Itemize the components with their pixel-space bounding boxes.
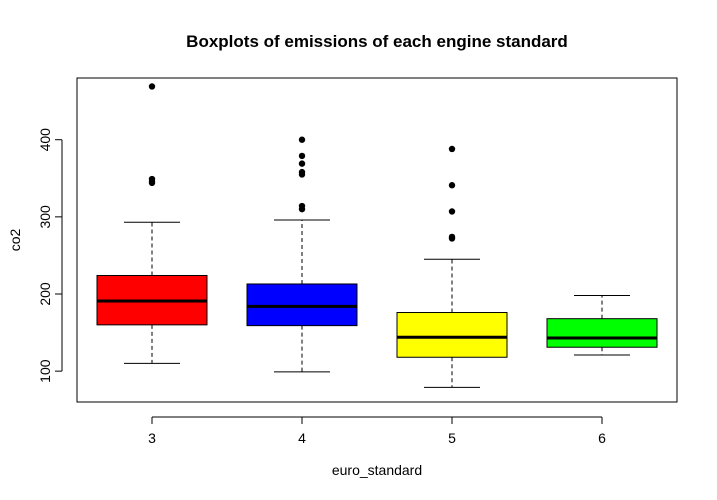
box-group-3 xyxy=(96,83,208,364)
x-tick-label: 5 xyxy=(448,430,456,446)
boxes-layer xyxy=(96,83,658,388)
box-iqr xyxy=(246,283,358,327)
y-axis-label: co2 xyxy=(7,229,23,252)
box-group-4 xyxy=(246,136,358,373)
outlier-point xyxy=(448,145,456,153)
chart-title: Boxplots of emissions of each engine sta… xyxy=(186,32,568,51)
y-tick-label: 200 xyxy=(37,282,53,306)
box-iqr xyxy=(396,312,508,358)
outlier-point xyxy=(298,160,306,167)
box-group-6 xyxy=(546,295,658,356)
y-axis: 100 200 300 400 xyxy=(37,128,63,383)
outlier-point xyxy=(148,83,156,90)
outlier-point xyxy=(448,182,456,189)
outlier-point xyxy=(298,168,306,176)
y-tick-label: 100 xyxy=(37,359,53,383)
outlier-point xyxy=(448,208,456,215)
y-tick-label: 400 xyxy=(37,128,53,152)
outlier-point xyxy=(298,202,306,210)
x-axis: 3 4 5 6 xyxy=(148,416,606,446)
box-iqr xyxy=(546,318,658,348)
outlier-point xyxy=(148,175,156,183)
x-tick-label: 6 xyxy=(598,430,606,446)
plot-frame xyxy=(76,77,678,403)
outlier-point xyxy=(298,136,306,143)
x-tick-label: 3 xyxy=(148,430,156,446)
outlier-point xyxy=(298,152,306,160)
x-tick-label: 4 xyxy=(298,430,306,446)
y-tick-label: 300 xyxy=(37,205,53,229)
outlier-point xyxy=(448,233,456,241)
x-axis-label: euro_standard xyxy=(332,462,422,478)
box-group-5 xyxy=(396,145,508,388)
